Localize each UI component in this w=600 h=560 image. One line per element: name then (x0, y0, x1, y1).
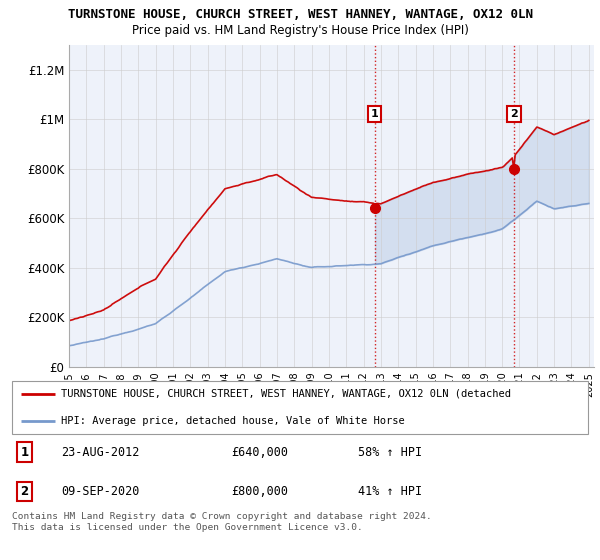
Text: TURNSTONE HOUSE, CHURCH STREET, WEST HANNEY, WANTAGE, OX12 0LN: TURNSTONE HOUSE, CHURCH STREET, WEST HAN… (67, 8, 533, 21)
Text: HPI: Average price, detached house, Vale of White Horse: HPI: Average price, detached house, Vale… (61, 416, 405, 426)
Text: 1: 1 (371, 109, 379, 119)
Text: 2: 2 (510, 109, 518, 119)
Text: 41% ↑ HPI: 41% ↑ HPI (358, 485, 422, 498)
Text: £640,000: £640,000 (231, 446, 288, 459)
Text: Contains HM Land Registry data © Crown copyright and database right 2024.
This d: Contains HM Land Registry data © Crown c… (12, 512, 432, 532)
Text: 09-SEP-2020: 09-SEP-2020 (61, 485, 139, 498)
Text: TURNSTONE HOUSE, CHURCH STREET, WEST HANNEY, WANTAGE, OX12 0LN (detached: TURNSTONE HOUSE, CHURCH STREET, WEST HAN… (61, 389, 511, 399)
Text: 2: 2 (20, 485, 29, 498)
Text: 58% ↑ HPI: 58% ↑ HPI (358, 446, 422, 459)
Text: 1: 1 (20, 446, 29, 459)
Text: 23-AUG-2012: 23-AUG-2012 (61, 446, 139, 459)
Text: Price paid vs. HM Land Registry's House Price Index (HPI): Price paid vs. HM Land Registry's House … (131, 24, 469, 37)
Text: £800,000: £800,000 (231, 485, 288, 498)
